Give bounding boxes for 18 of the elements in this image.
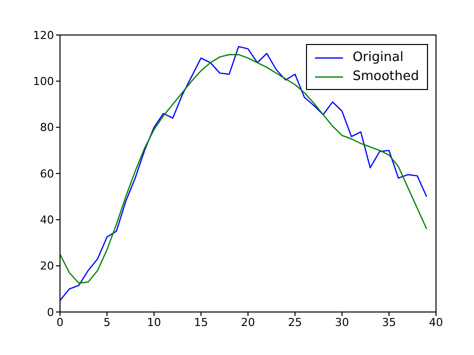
y-tick-label: 60 bbox=[40, 167, 54, 180]
y-tick-label: 120 bbox=[33, 28, 54, 42]
legend-label: Smoothed bbox=[352, 68, 419, 86]
x-tick-label: 30 bbox=[335, 316, 349, 329]
y-tick-label: 0 bbox=[47, 306, 54, 319]
legend-label: Original bbox=[352, 49, 404, 67]
x-tick-label: 25 bbox=[288, 316, 302, 329]
x-tick-label: 10 bbox=[147, 316, 161, 329]
x-tick-label: 20 bbox=[241, 316, 255, 329]
y-tick-label: 80 bbox=[40, 121, 54, 134]
y-tick-label: 40 bbox=[40, 214, 54, 227]
x-tick-label: 5 bbox=[104, 316, 110, 329]
y-tick-label: 20 bbox=[40, 260, 54, 273]
x-tick-label: 0 bbox=[56, 316, 64, 329]
x-tick-label: 40 bbox=[429, 316, 443, 329]
x-tick-label: 35 bbox=[382, 316, 396, 329]
y-tick-label: 100 bbox=[33, 75, 54, 88]
x-tick-label: 15 bbox=[194, 316, 208, 329]
